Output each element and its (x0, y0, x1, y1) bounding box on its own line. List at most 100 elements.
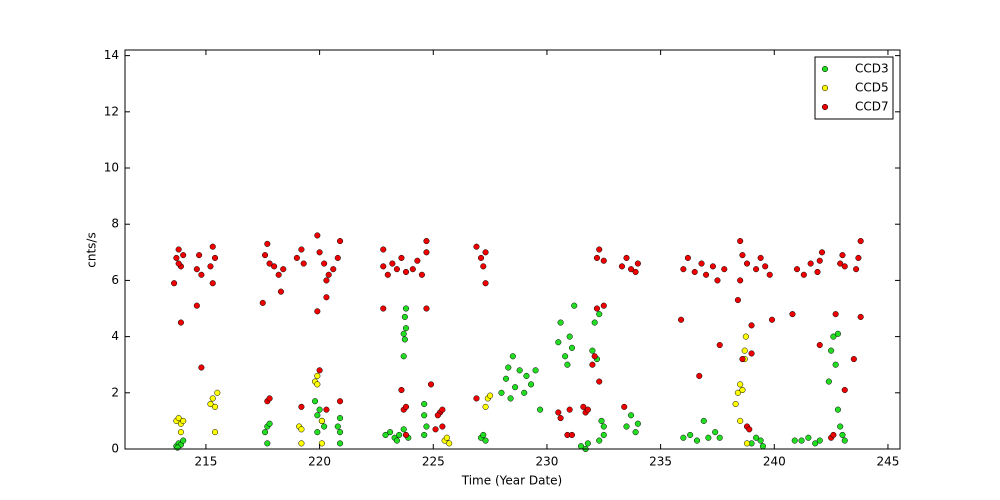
point (537, 406, 544, 413)
point (566, 333, 573, 340)
point (691, 268, 698, 276)
point (789, 311, 796, 318)
point (766, 271, 773, 278)
point (421, 400, 428, 408)
point (555, 339, 562, 346)
point (173, 254, 180, 261)
point (737, 238, 744, 245)
point (337, 440, 344, 447)
legend: CCD3 CCD5 CCD7 (814, 56, 894, 120)
point (600, 431, 607, 439)
point (857, 238, 864, 245)
x-tick-label: 215 (194, 455, 217, 469)
point (337, 415, 344, 422)
point (753, 434, 760, 441)
point (680, 266, 687, 273)
point (211, 403, 219, 410)
point (482, 403, 489, 410)
point (266, 260, 273, 267)
point (816, 257, 823, 264)
point (334, 423, 341, 430)
x-tick-label: 225 (422, 455, 445, 469)
point (830, 333, 837, 340)
point (632, 429, 639, 436)
point (277, 288, 285, 295)
point (293, 254, 300, 261)
point (323, 406, 330, 413)
point (696, 372, 703, 379)
point (600, 257, 607, 264)
point (318, 440, 325, 447)
point (693, 437, 701, 444)
point (566, 406, 573, 413)
point (762, 263, 769, 270)
point (593, 254, 601, 261)
point (853, 266, 860, 273)
point (482, 280, 489, 287)
point (584, 406, 591, 413)
point (816, 341, 823, 349)
point (816, 437, 823, 444)
point (393, 437, 400, 444)
point (400, 353, 407, 360)
point (321, 260, 328, 267)
point (314, 412, 321, 419)
point (261, 429, 269, 436)
point (177, 319, 184, 326)
point (832, 311, 839, 318)
point (793, 266, 801, 273)
point (562, 353, 569, 360)
y-tick-label: 6 (111, 273, 119, 287)
point (839, 252, 846, 259)
point (198, 271, 205, 278)
point (623, 423, 630, 430)
point (791, 437, 798, 444)
point (432, 426, 439, 433)
point (402, 305, 410, 312)
point (564, 361, 571, 368)
point (798, 437, 805, 444)
point (473, 395, 480, 402)
point (323, 277, 330, 284)
point (264, 440, 271, 447)
point (280, 266, 287, 273)
point (380, 305, 387, 312)
point (757, 437, 764, 444)
point (523, 372, 530, 379)
point (800, 271, 807, 278)
legend-marker (821, 103, 829, 111)
point (423, 249, 430, 256)
point (830, 431, 837, 439)
point (580, 403, 587, 410)
point (334, 254, 341, 261)
point (716, 341, 723, 349)
legend-label: CCD7 (855, 100, 889, 114)
point (509, 353, 516, 360)
legend-marker (821, 65, 829, 73)
point (596, 437, 603, 444)
y-tick-label: 12 (104, 104, 119, 118)
point (473, 243, 480, 250)
point (737, 277, 744, 284)
point (634, 420, 641, 427)
point (321, 423, 328, 430)
point (687, 431, 694, 439)
point (839, 431, 846, 439)
point (259, 299, 266, 306)
point (734, 389, 741, 396)
point (323, 294, 330, 301)
legend-marker (821, 84, 829, 92)
point (598, 417, 605, 424)
point (421, 431, 428, 439)
point (264, 240, 271, 247)
legend-box (814, 56, 894, 120)
point (423, 305, 430, 312)
point (732, 400, 739, 408)
point (198, 364, 205, 371)
point (261, 252, 269, 259)
point (177, 429, 184, 436)
point (742, 333, 749, 340)
point (400, 426, 407, 433)
marks (171, 232, 864, 453)
